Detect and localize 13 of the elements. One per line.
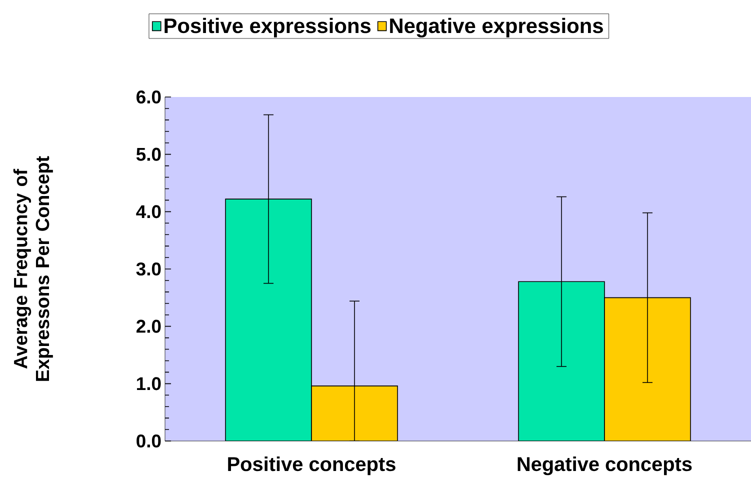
y-tick-label: 0.0	[136, 434, 161, 448]
x-tick-label: Positive concepts	[228, 456, 396, 476]
y-tick-label: 2.0	[136, 320, 161, 333]
legend-label: Positive expressions	[164, 18, 371, 38]
legend-label: Negative expressions	[390, 18, 603, 38]
y-tick-label: 6.0	[136, 90, 161, 104]
y-tick-label: 1.0	[137, 377, 161, 390]
bar	[225, 198, 312, 441]
y-tick-label: 5.0	[136, 148, 161, 161]
y-tick-label: 3.0	[136, 262, 161, 276]
y-axis-title: Average Frequcncy of Expressons Per Concept	[13, 156, 53, 381]
y-tick-label: 4.0	[136, 205, 161, 218]
x-tick-label: Negative concepts	[518, 456, 692, 476]
